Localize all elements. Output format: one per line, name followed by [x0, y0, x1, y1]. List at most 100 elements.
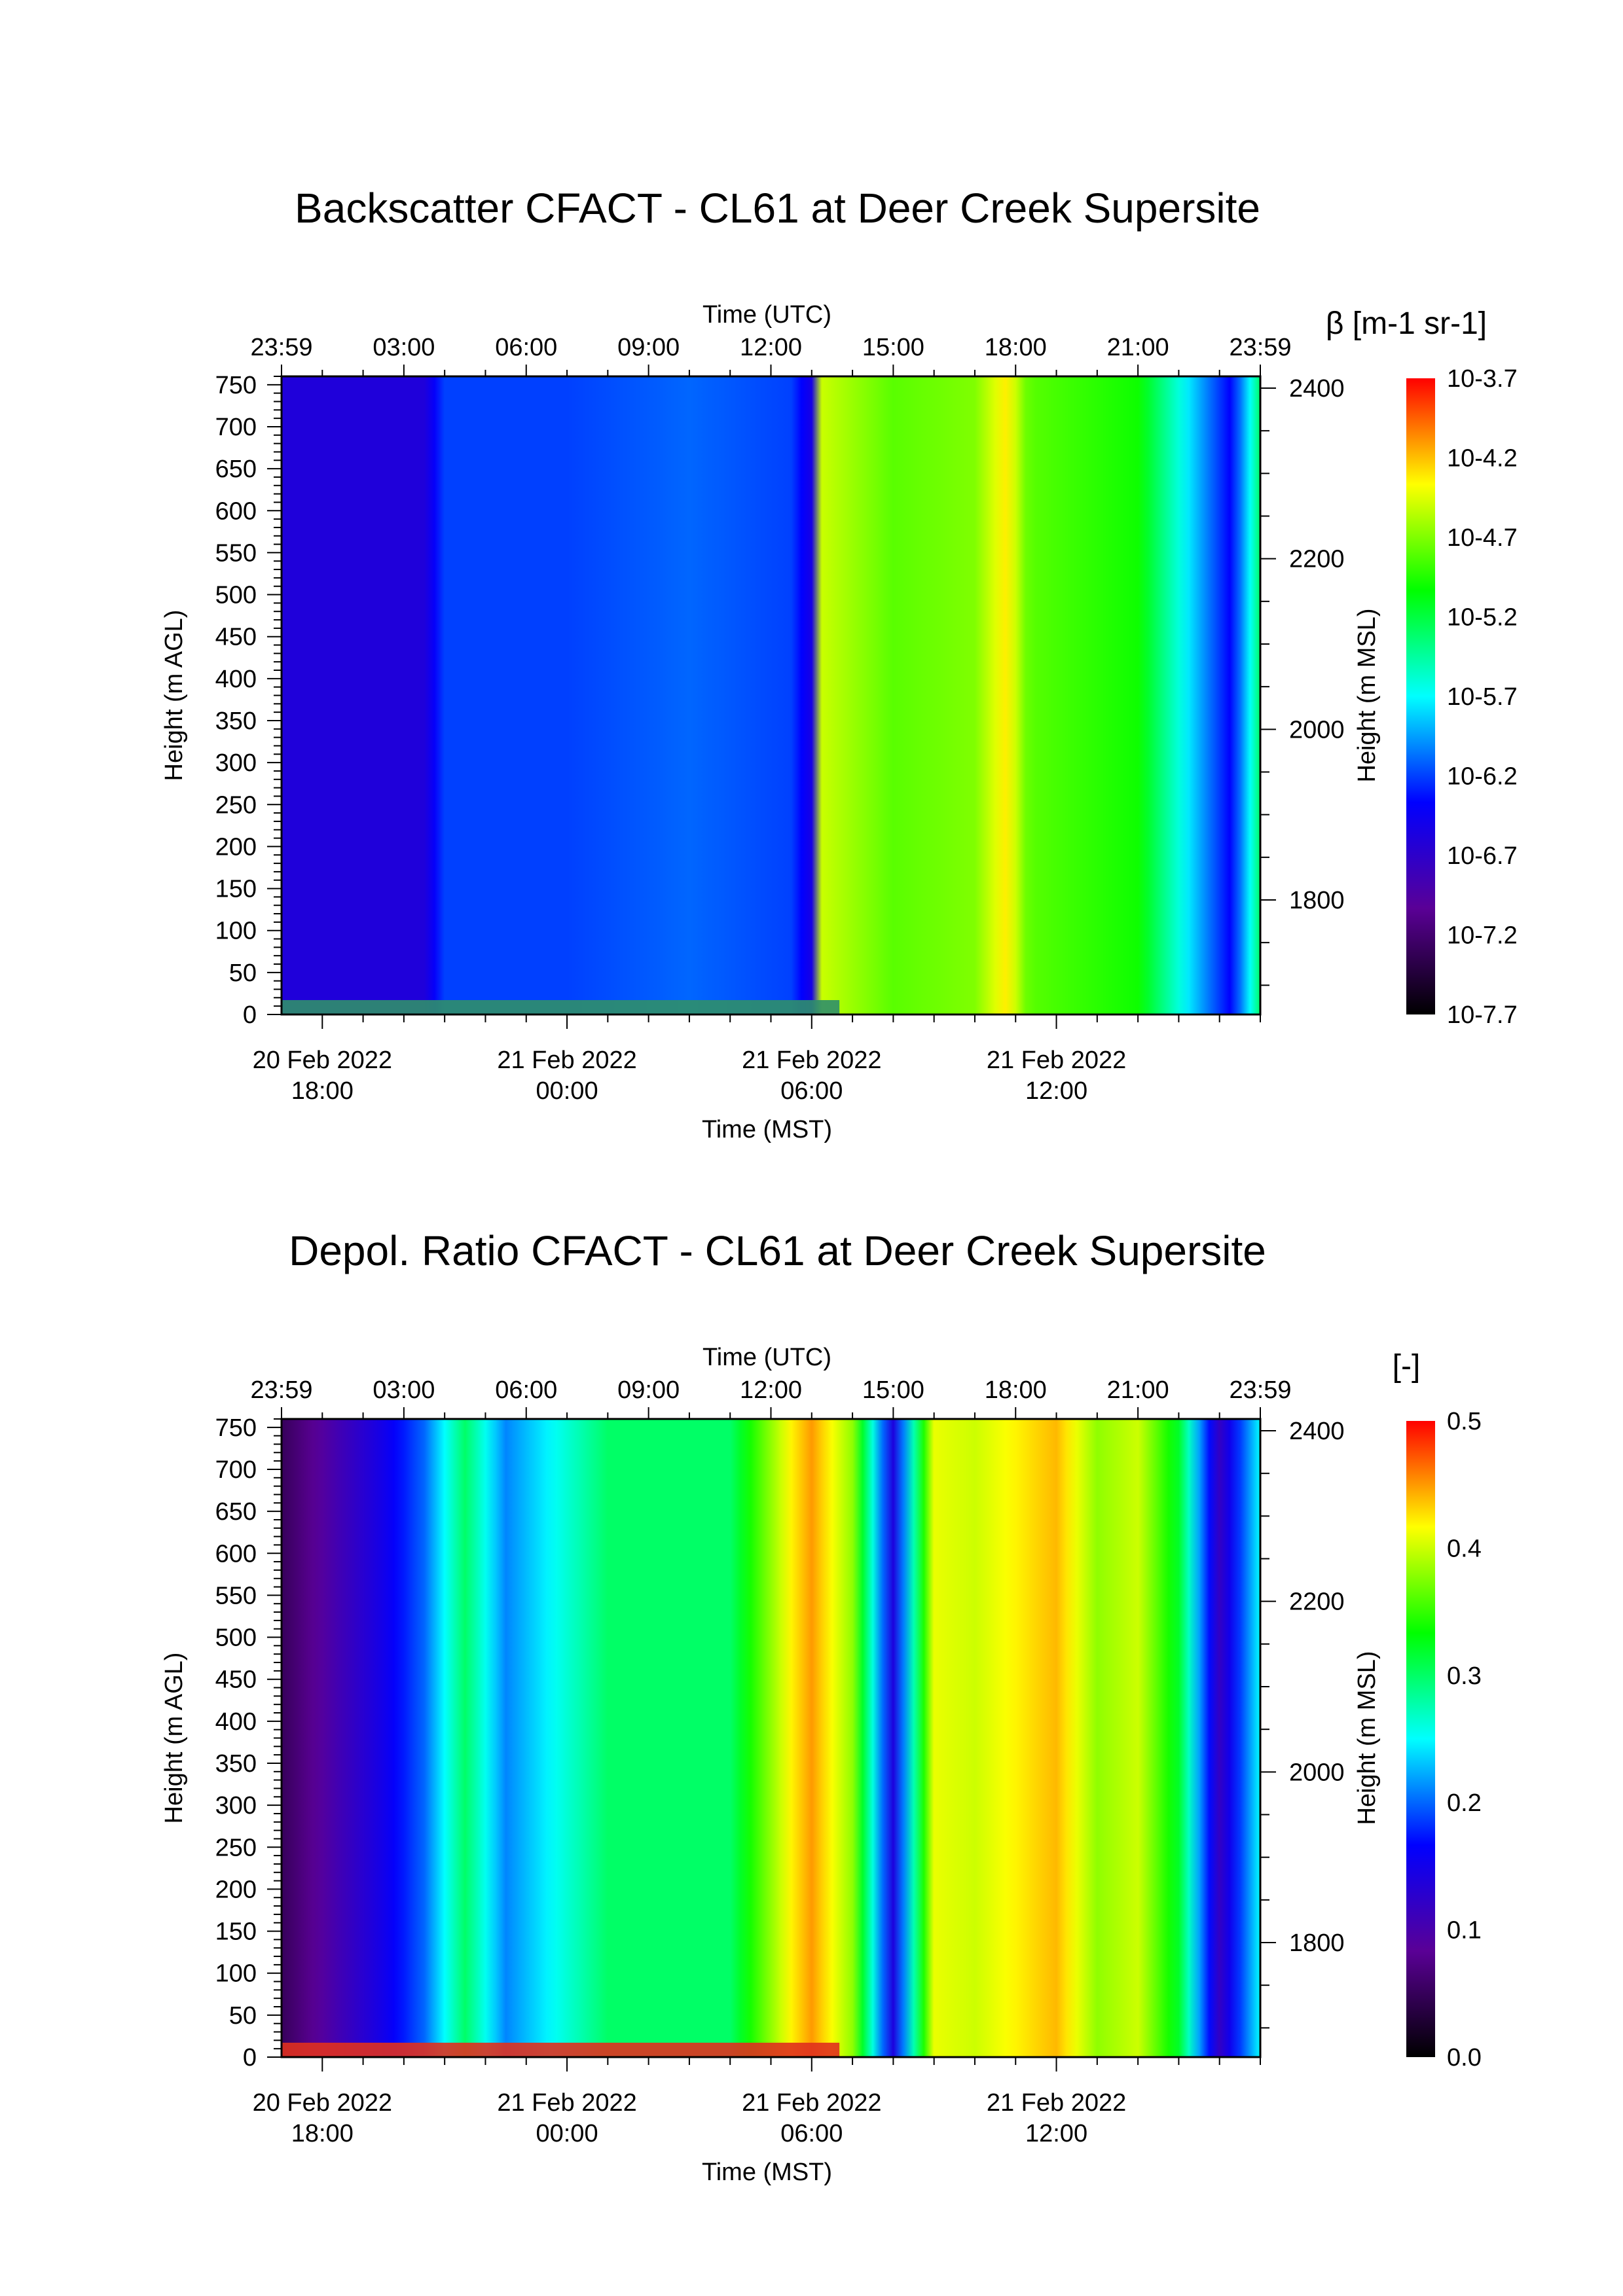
- y-tick-label: 750: [215, 372, 257, 399]
- y-tick-label: 450: [215, 624, 257, 651]
- x-tick-date: 21 Feb 2022: [742, 1047, 881, 1074]
- y-tick-label: 400: [215, 666, 257, 693]
- x-tick-time: 18:00: [291, 1077, 354, 1105]
- x2-axis-label: Time (UTC): [702, 1344, 831, 1371]
- y-tick-label: 500: [215, 1624, 257, 1652]
- x-tick-time: 18:00: [291, 2120, 354, 2147]
- x2-tick-label: 23:59: [1229, 334, 1291, 361]
- colorbar-tick-label: 0.1: [1447, 1917, 1482, 1945]
- y-tick-label: 750: [215, 1414, 257, 1442]
- y2-tick-label: 2400: [1289, 1418, 1345, 1445]
- heatmap-field: [282, 1419, 1260, 2057]
- x2-tick-label: 03:00: [373, 334, 435, 361]
- y-tick-label: 250: [215, 791, 257, 819]
- y-tick-label: 50: [229, 960, 257, 987]
- y-tick-label: 250: [215, 1834, 257, 1861]
- colorbar: [1406, 378, 1435, 1014]
- colorbar-tick-label: 10-5.2: [1447, 604, 1518, 632]
- heatmap-ground-layer: [282, 1000, 840, 1014]
- y-tick-label: 0: [243, 1001, 257, 1029]
- y-tick-label: 400: [215, 1708, 257, 1736]
- y-tick-label: 150: [215, 876, 257, 903]
- y-tick-label: 0: [243, 2044, 257, 2072]
- y-tick-label: 550: [215, 539, 257, 567]
- y-tick-label: 550: [215, 1582, 257, 1609]
- chart-title: Backscatter CFACT - CL61 at Deer Creek S…: [295, 185, 1260, 232]
- x2-tick-label: 21:00: [1107, 1376, 1169, 1404]
- colorbar-tick-label: 0.3: [1447, 1662, 1482, 1690]
- x2-tick-label: 15:00: [862, 1376, 924, 1404]
- colorbar-tick-label: 10-7.7: [1447, 1001, 1518, 1029]
- y-tick-label: 350: [215, 708, 257, 735]
- heatmap-ground-layer: [282, 2043, 840, 2057]
- y-tick-label: 650: [215, 1498, 257, 1526]
- y-tick-label: 100: [215, 918, 257, 945]
- x2-axis-label: Time (UTC): [702, 301, 831, 329]
- x2-tick-label: 21:00: [1107, 334, 1169, 361]
- colorbar-tick-label: 0.2: [1447, 1789, 1482, 1817]
- x-tick-time: 00:00: [536, 1077, 598, 1105]
- colorbar-tick-label: 10-3.7: [1447, 365, 1518, 393]
- x2-tick-label: 09:00: [617, 334, 680, 361]
- x-tick-date: 21 Feb 2022: [742, 2089, 881, 2117]
- x-tick-time: 06:00: [780, 1077, 843, 1105]
- y-axis-label: Height (m AGL): [160, 610, 188, 781]
- y-tick-label: 450: [215, 1666, 257, 1694]
- x2-tick-label: 12:00: [740, 1376, 802, 1404]
- colorbar-tick-label: 10-5.7: [1447, 683, 1518, 711]
- y-tick-label: 200: [215, 833, 257, 861]
- x-tick-time: 00:00: [536, 2120, 598, 2147]
- x-tick-time: 06:00: [780, 2120, 843, 2147]
- x-axis-label: Time (MST): [702, 1116, 832, 1143]
- x2-tick-label: 03:00: [373, 1376, 435, 1404]
- colorbar-label: β [m-1 sr-1]: [1326, 306, 1487, 341]
- y2-tick-label: 1800: [1289, 887, 1345, 914]
- x-tick-date: 21 Feb 2022: [497, 1047, 636, 1074]
- x-tick-date: 21 Feb 2022: [497, 2089, 636, 2117]
- x2-tick-label: 23:59: [250, 1376, 312, 1404]
- x-tick-date: 20 Feb 2022: [253, 2089, 392, 2117]
- x-tick-date: 21 Feb 2022: [987, 2089, 1126, 2117]
- y-tick-label: 700: [215, 1456, 257, 1484]
- y-tick-label: 50: [229, 2002, 257, 2030]
- y-tick-label: 100: [215, 1960, 257, 1988]
- x2-tick-label: 18:00: [985, 1376, 1047, 1404]
- colorbar-tick-label: 10-6.2: [1447, 763, 1518, 791]
- colorbar-label: [-]: [1393, 1349, 1421, 1384]
- y2-axis-label: Height (m MSL): [1353, 608, 1381, 782]
- y-tick-label: 500: [215, 582, 257, 609]
- x2-tick-label: 09:00: [617, 1376, 680, 1404]
- x-axis-label: Time (MST): [702, 2159, 832, 2186]
- y-tick-label: 600: [215, 497, 257, 525]
- x2-tick-label: 15:00: [862, 334, 924, 361]
- x2-tick-label: 06:00: [495, 1376, 557, 1404]
- colorbar-tick-label: 0.4: [1447, 1535, 1482, 1562]
- y-tick-label: 300: [215, 749, 257, 777]
- y-tick-label: 700: [215, 414, 257, 441]
- y2-tick-label: 1800: [1289, 1929, 1345, 1957]
- colorbar-tick-label: 10-6.7: [1447, 842, 1518, 870]
- x-tick-date: 21 Feb 2022: [987, 1047, 1126, 1074]
- x2-tick-label: 18:00: [985, 334, 1047, 361]
- colorbar-tick-label: 10-7.2: [1447, 922, 1518, 950]
- heatmap-field: [282, 376, 1260, 1014]
- x2-tick-label: 23:59: [250, 334, 312, 361]
- y2-tick-label: 2200: [1289, 1588, 1345, 1616]
- y2-tick-label: 2400: [1289, 375, 1345, 403]
- chart-panel-2: Depol. Ratio CFACT - CL61 at Deer Creek …: [160, 1227, 1482, 2186]
- y-tick-label: 600: [215, 1540, 257, 1568]
- x2-tick-label: 12:00: [740, 334, 802, 361]
- y-tick-label: 200: [215, 1876, 257, 1903]
- chart-title: Depol. Ratio CFACT - CL61 at Deer Creek …: [289, 1227, 1266, 1274]
- chart-panel-1: Backscatter CFACT - CL61 at Deer Creek S…: [160, 185, 1518, 1143]
- x2-tick-label: 06:00: [495, 334, 557, 361]
- y-tick-label: 150: [215, 1918, 257, 1946]
- y2-tick-label: 2000: [1289, 716, 1345, 744]
- y2-axis-label: Height (m MSL): [1353, 1651, 1381, 1825]
- x2-tick-label: 23:59: [1229, 1376, 1291, 1404]
- y2-tick-label: 2200: [1289, 546, 1345, 573]
- colorbar-tick-label: 0.0: [1447, 2044, 1482, 2072]
- colorbar-tick-label: 0.5: [1447, 1408, 1482, 1435]
- y-tick-label: 300: [215, 1792, 257, 1820]
